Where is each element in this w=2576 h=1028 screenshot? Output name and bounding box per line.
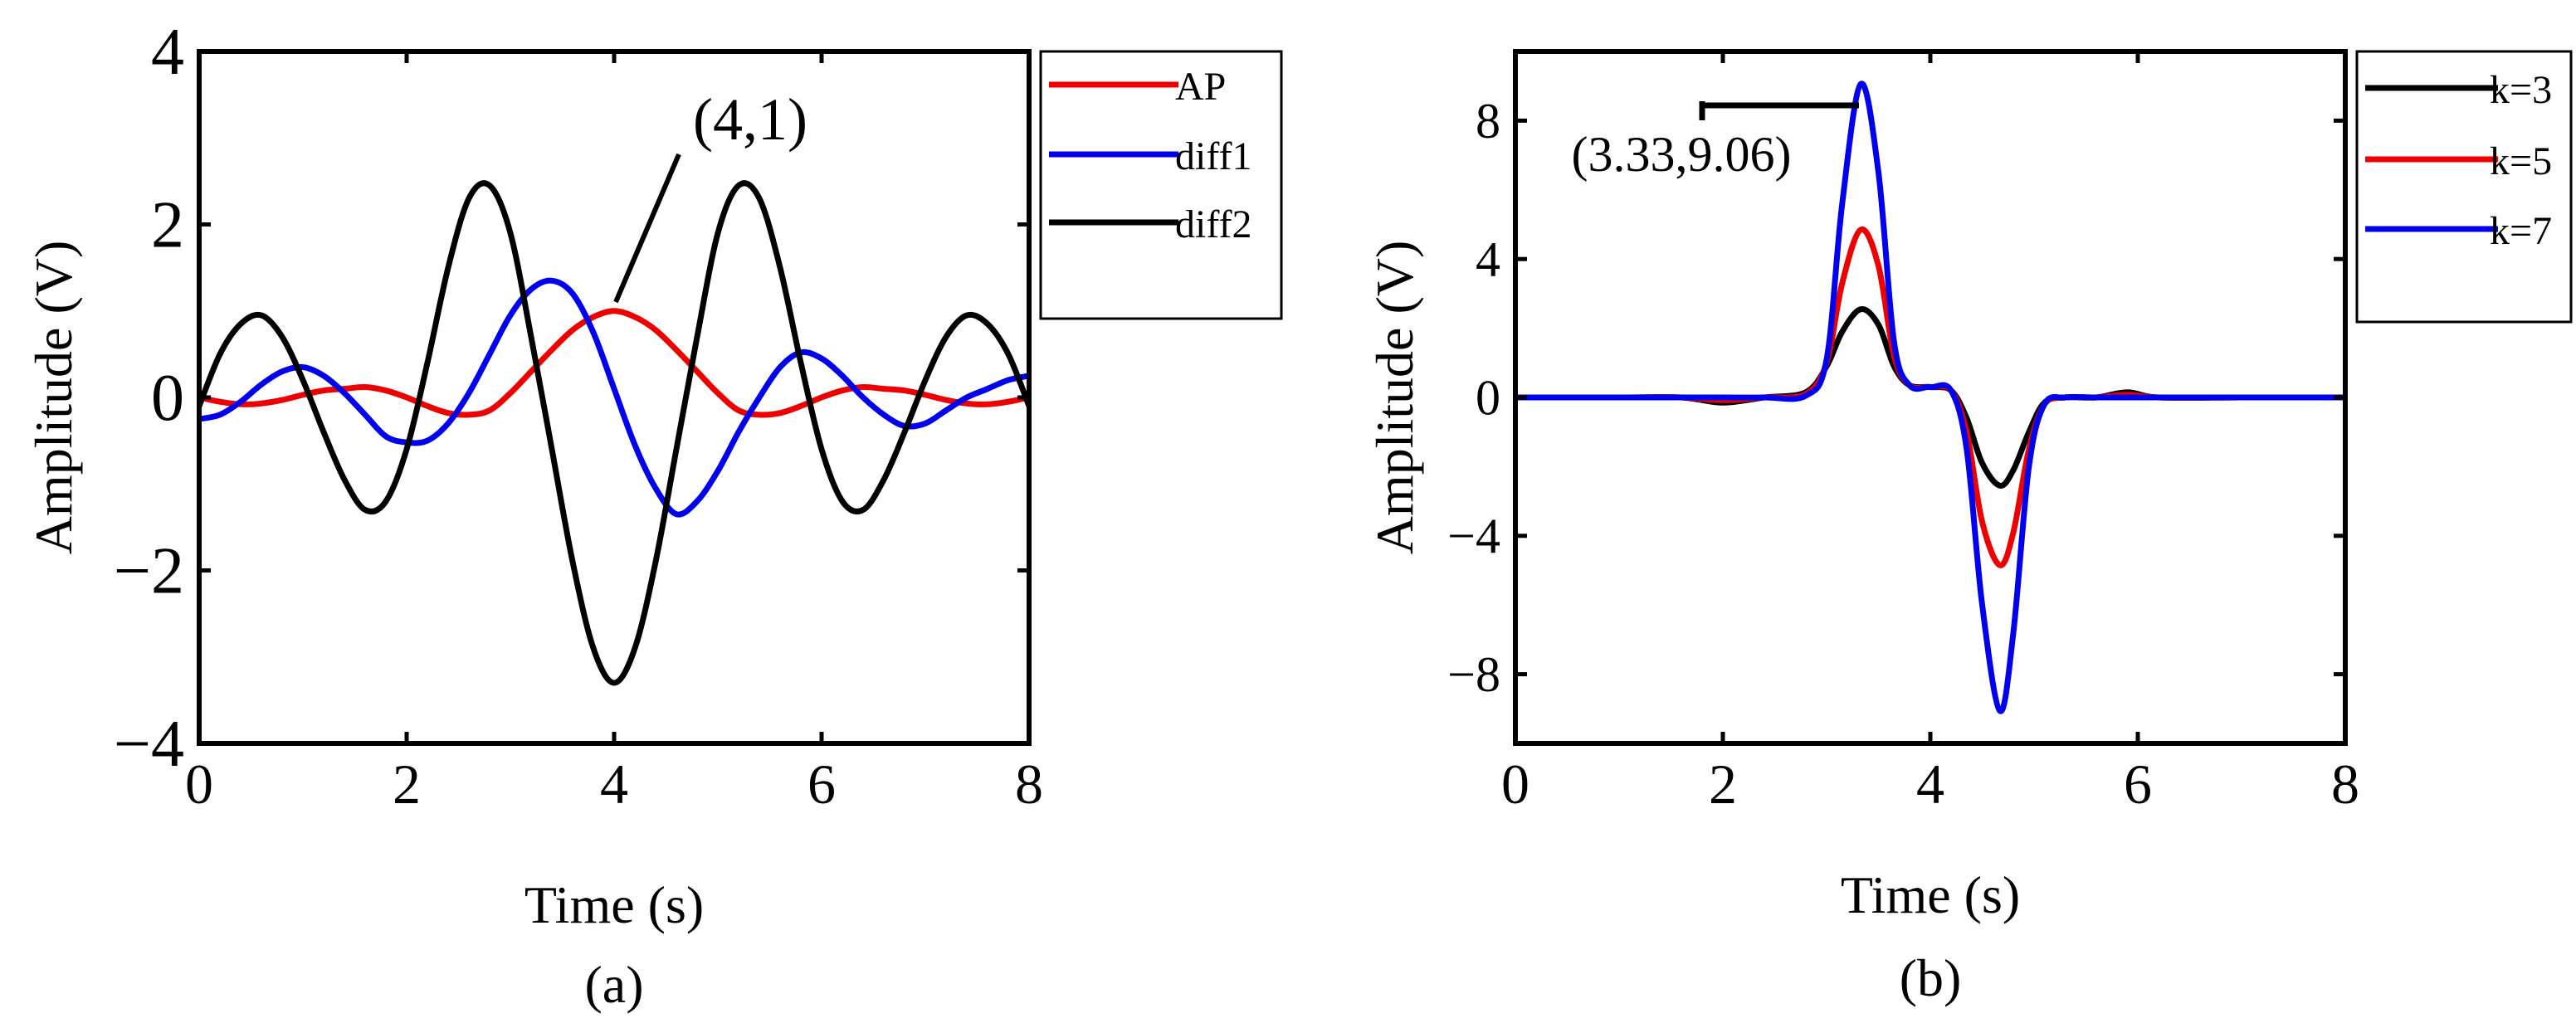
panel-b-legend: k=3 k=5 k=7 (2355, 50, 2573, 324)
legend-label-ap: AP (1175, 65, 1226, 109)
panel-b-xtick-label: 4 (1916, 753, 1944, 816)
panel-b-xtick-label: 8 (2331, 753, 2359, 816)
panel-a-xtick-label: 4 (600, 753, 628, 816)
panel-a-legend-box (1039, 50, 1283, 320)
panel-a-series-line-diff2 (199, 180, 1029, 686)
panel-b-ytick-label: 0 (1476, 370, 1500, 425)
panel-a-xtick-label: 2 (393, 753, 421, 816)
panel-b-ylabel: Amplitude (V) (1365, 241, 1424, 555)
panel-a-xlabel: Time (s) (524, 875, 704, 934)
panel-b-series-line-k7 (1515, 80, 2345, 714)
panel-a-ylabel: Amplitude (V) (24, 241, 83, 555)
panel-b-ytick-label: −8 (1447, 647, 1500, 702)
legend-label-diff1: diff1 (1175, 134, 1251, 178)
panel-b-ticks: 0 2 4 6 8 −8 −4 0 4 8 (1447, 51, 2359, 816)
legend-label-k7: k=7 (2490, 209, 2552, 253)
legend-label-diff2: diff2 (1175, 202, 1251, 246)
panel-a-ytick-label: 4 (151, 16, 184, 89)
panel-b-xtick-label: 2 (1709, 753, 1737, 816)
panel-a-xtick-label: 6 (807, 753, 836, 816)
panel-b-annotation-label: (3.33,9.06) (1572, 127, 1792, 182)
panel-a: 0 2 4 6 8 −4 −2 0 2 4 (4,1) Time (s) Amplitude (V… (24, 16, 1283, 1014)
panel-a-legend: AP diff1 diff2 (1039, 50, 1283, 320)
panel-a-series-line-diff1 (199, 277, 1029, 518)
panel-a-ytick-label: 0 (151, 362, 184, 435)
panel-b-ytick-label: 8 (1476, 94, 1500, 149)
panel-b-series-layer (1515, 80, 2345, 714)
panel-b: 0 2 4 6 8 −8 −4 0 4 8 (3.33,9.06) Time (s) Amplit… (1365, 49, 2573, 1007)
panel-b-xtick-label: 0 (1501, 753, 1530, 816)
legend-label-k3: k=3 (2490, 68, 2552, 112)
panel-b-ytick-label: −4 (1447, 509, 1500, 563)
panel-b-legend-box (2355, 50, 2573, 324)
panel-a-caption: (a) (584, 955, 643, 1014)
legend-label-k5: k=5 (2490, 139, 2552, 183)
panel-a-xtick-label: 8 (1015, 753, 1043, 816)
panel-b-ytick-label: 4 (1476, 232, 1500, 287)
panel-a-ytick-label: −2 (114, 535, 184, 608)
panel-a-annotation-leader (613, 153, 681, 304)
panel-a-series-layer (199, 180, 1029, 686)
panel-a-ytick-label: −4 (114, 708, 184, 781)
panel-a-axes-box (197, 49, 1032, 746)
panel-a-ytick-label: 2 (151, 189, 184, 262)
panel-a-xtick-label: 0 (185, 753, 213, 816)
panel-a-ticks: 0 2 4 6 8 −4 −2 0 2 4 (114, 16, 1043, 816)
panel-b-xlabel: Time (s) (1841, 865, 2020, 924)
panel-a-annotation-label: (4,1) (693, 86, 807, 153)
panel-b-xtick-label: 6 (2124, 753, 2152, 816)
panel-a-series-line-ap (199, 308, 1029, 418)
panel-b-caption: (b) (1900, 948, 1962, 1007)
